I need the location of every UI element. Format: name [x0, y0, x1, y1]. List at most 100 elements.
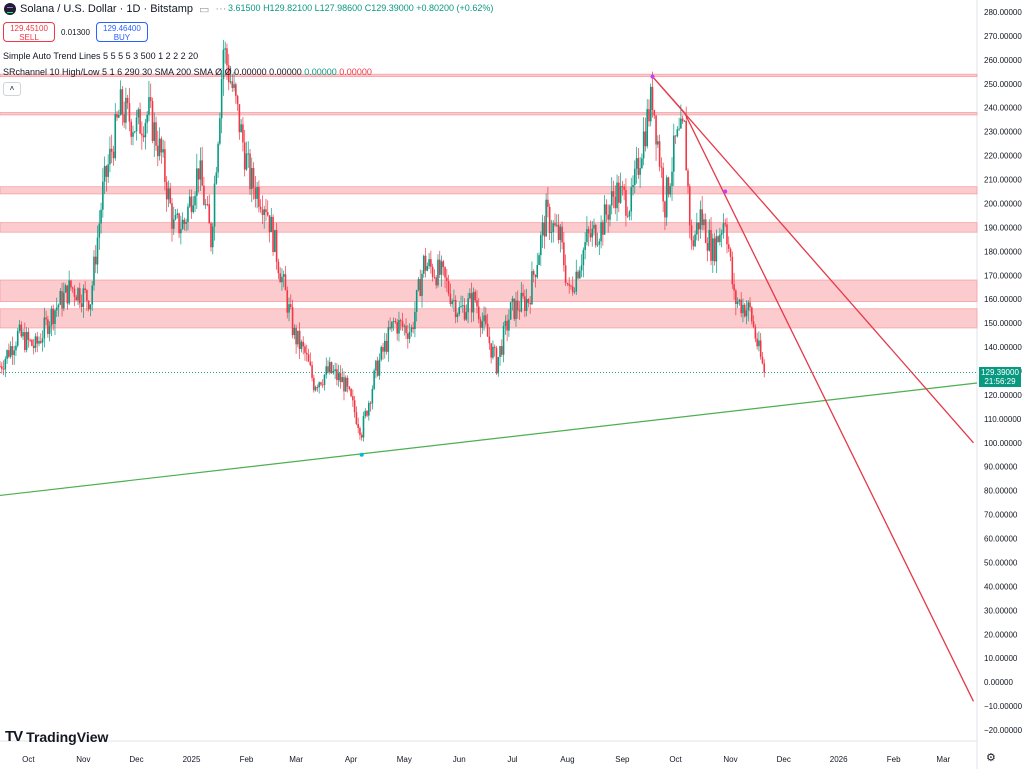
candle-body: [274, 230, 276, 252]
candle-body: [327, 366, 329, 373]
candle-body: [70, 280, 72, 288]
candle-body: [541, 222, 544, 236]
candle-body: [545, 199, 547, 237]
candle-body: [6, 350, 8, 359]
candle-body: [41, 338, 44, 343]
candle-body: [337, 373, 340, 381]
collapse-indicators-button[interactable]: ˄: [3, 82, 21, 96]
sell-button[interactable]: 129.45100 SELL: [3, 22, 55, 42]
candle-body: [277, 261, 280, 274]
candle-body: [250, 167, 253, 190]
candle-body: [633, 168, 636, 186]
indicator-srchannel[interactable]: SRchannel 10 High/Low 5 1 6 290 30 SMA 2…: [3, 67, 372, 77]
candle-body: [158, 138, 161, 157]
settings-gear-icon[interactable]: ⚙: [986, 752, 996, 764]
time-tick-label: 2025: [183, 755, 201, 764]
candle-body: [483, 315, 485, 322]
candle-body: [451, 300, 453, 305]
price-axis[interactable]: 280.00000 270.00000 260.00000 250.00000 240.…: [984, 8, 1023, 735]
candle-body: [4, 358, 7, 370]
candle-body: [275, 230, 278, 262]
candle-body: [380, 347, 383, 360]
price-tick-label: 220.00000: [984, 152, 1022, 161]
candle-body: [579, 270, 581, 279]
symbol-title[interactable]: Solana / U.S. Dollar · 1D · Bitstamp: [20, 3, 194, 15]
candle-body: [564, 265, 567, 283]
candle-body: [662, 167, 664, 202]
time-tick-label: Mar: [289, 755, 303, 764]
candle-body: [681, 118, 684, 122]
candle-body: [73, 288, 76, 297]
candle-body: [577, 271, 579, 279]
candle-body: [13, 350, 15, 356]
candle-body: [408, 331, 411, 339]
indicator-trendlines-label: Simple Auto Trend Lines 5 5 5 5 3 500 1 …: [3, 51, 199, 61]
price-tick-label: 180.00000: [984, 247, 1022, 256]
candle-body: [382, 347, 384, 352]
candle-body: [98, 223, 101, 238]
candle-body: [272, 216, 274, 252]
time-tick-label: Jul: [507, 755, 517, 764]
candle-body: [688, 186, 691, 226]
candle-body: [107, 164, 109, 177]
candle-body: [172, 219, 175, 229]
candle-body: [740, 299, 742, 314]
indicator-trendlines[interactable]: Simple Auto Trend Lines 5 5 5 5 3 500 1 …: [3, 51, 198, 61]
candle-body: [126, 97, 129, 104]
candle-body: [759, 340, 762, 357]
candle-body: [350, 388, 352, 397]
candle-body: [265, 209, 267, 213]
price-tick-label: −20.00000: [984, 726, 1023, 735]
candle-body: [671, 171, 673, 187]
candle-body: [522, 292, 524, 297]
candle-body: [330, 362, 333, 373]
candle-body: [263, 209, 265, 215]
candle-body: [460, 306, 462, 308]
candle-body: [284, 274, 287, 291]
candle-body: [114, 114, 117, 159]
time-tick-label: May: [397, 755, 412, 764]
price-tick-label: 30.00000: [984, 606, 1018, 615]
candle-body: [587, 229, 590, 234]
candle-body: [731, 256, 734, 285]
price-tick-label: 260.00000: [984, 56, 1022, 65]
candle-body: [100, 209, 102, 224]
candle-body: [628, 211, 631, 217]
candle-body: [68, 280, 70, 304]
buy-button[interactable]: 129.46400 BUY: [95, 22, 148, 42]
candle-body: [123, 114, 125, 123]
time-axis[interactable]: Oct Nov Dec 2025 Feb Mar Apr May Jun Jul Aug Sep Oct…: [22, 755, 950, 764]
candle-body: [227, 65, 230, 83]
candle-body: [747, 302, 750, 311]
more-options-icon[interactable]: ···: [215, 3, 227, 15]
visibility-icon[interactable]: ▭: [199, 3, 210, 16]
candle-body: [538, 255, 540, 265]
candle-body: [621, 186, 624, 187]
candle-body: [59, 291, 62, 305]
candle-body: [288, 304, 290, 313]
candle-body: [449, 293, 452, 305]
candle-body: [733, 284, 735, 291]
candle-body: [694, 234, 696, 247]
candle-body: [516, 300, 519, 311]
candle-body: [302, 341, 305, 347]
price-tick-label: 140.00000: [984, 343, 1022, 352]
candle-body: [713, 238, 716, 262]
candle-body: [600, 222, 602, 242]
candles: [0, 39, 766, 442]
candle-body: [96, 237, 99, 265]
tradingview-logo[interactable]: TV TradingView: [5, 728, 108, 745]
candle-body: [610, 191, 613, 206]
candle-body: [268, 215, 271, 233]
candle-body: [453, 300, 455, 301]
candle-body: [500, 346, 503, 355]
candle-body: [128, 103, 131, 122]
candle-body: [188, 196, 191, 207]
candle-body: [256, 187, 258, 199]
candle-body: [493, 346, 496, 348]
candle-body: [242, 124, 244, 143]
candle-body: [665, 177, 668, 218]
candle-body: [259, 206, 262, 210]
time-tick-label: Dec: [129, 755, 143, 764]
